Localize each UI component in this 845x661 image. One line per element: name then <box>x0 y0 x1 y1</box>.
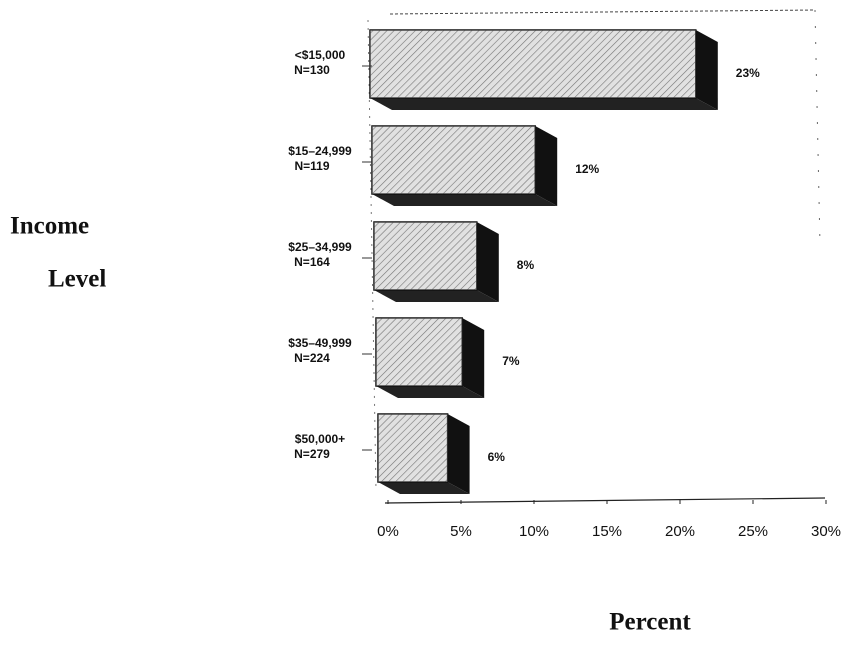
bar <box>373 221 499 302</box>
bar-tint <box>378 414 448 482</box>
x-tick-label: 20% <box>665 523 695 540</box>
bar-bottom <box>374 290 499 302</box>
value-label: 12% <box>575 162 599 176</box>
y-axis-label: Income <box>10 213 89 240</box>
x-axis <box>384 497 826 504</box>
bar-side <box>462 318 485 398</box>
value-label: 23% <box>736 66 760 80</box>
y-axis-label: Level <box>48 266 106 293</box>
bar-bottom <box>376 386 485 398</box>
bar-side <box>695 30 718 110</box>
bar-side <box>447 414 470 494</box>
bar-bottom <box>370 98 718 110</box>
x-tick-label: 15% <box>592 523 622 540</box>
bar <box>369 29 718 110</box>
category-count: N=119 <box>294 159 329 173</box>
bar-bottom <box>372 194 558 206</box>
bar-front <box>375 317 463 387</box>
x-tick-label: 30% <box>811 523 841 540</box>
category-label: $25–34,999 <box>288 240 352 254</box>
x-tick-label: 0% <box>377 523 399 540</box>
category-count: N=164 <box>294 255 330 269</box>
x-tick-label: 25% <box>738 523 768 540</box>
bar-front <box>377 413 449 483</box>
category-count: N=224 <box>294 351 330 365</box>
value-label: 6% <box>488 450 506 464</box>
category-label: <$15,000 <box>295 48 346 62</box>
value-label: 7% <box>502 354 520 368</box>
category-label: $35–49,999 <box>288 336 352 350</box>
bar-front <box>369 29 697 99</box>
frame-right <box>814 9 821 246</box>
bar-tint <box>376 318 463 386</box>
bar-front <box>371 125 536 195</box>
bar <box>375 317 485 398</box>
frame-top <box>389 9 816 15</box>
category-label: $15–24,999 <box>288 144 352 158</box>
category-count: N=279 <box>294 447 330 461</box>
bar-tint <box>372 126 536 194</box>
bar-side <box>476 222 499 302</box>
bar-side <box>535 126 558 206</box>
bar <box>371 125 558 206</box>
x-tick-label: 10% <box>519 523 549 540</box>
bar-front <box>373 221 478 291</box>
value-label: 8% <box>517 258 535 272</box>
bar-tint <box>374 222 477 290</box>
category-count: N=130 <box>294 63 330 77</box>
bar <box>377 413 470 494</box>
bar-tint <box>370 30 696 98</box>
x-tick-label: 5% <box>450 523 472 540</box>
bar-bottom <box>378 482 470 494</box>
x-axis-label: Percent <box>609 609 691 636</box>
category-label: $50,000+ <box>295 432 345 446</box>
